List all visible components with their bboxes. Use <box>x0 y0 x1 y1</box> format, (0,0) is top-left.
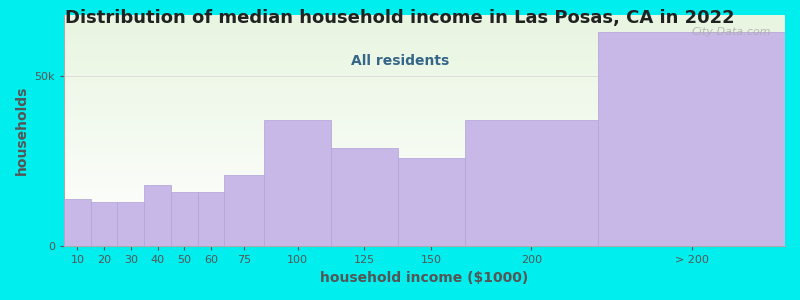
Bar <box>118 202 144 246</box>
Bar <box>398 158 465 246</box>
Bar <box>224 175 264 246</box>
Y-axis label: households: households <box>15 86 29 176</box>
Bar <box>331 148 398 246</box>
Bar <box>264 121 331 246</box>
Bar <box>598 32 785 246</box>
Text: Distribution of median household income in Las Posas, CA in 2022: Distribution of median household income … <box>65 9 735 27</box>
Text: City-Data.com: City-Data.com <box>691 27 770 37</box>
Bar <box>90 202 118 246</box>
Text: All residents: All residents <box>351 54 449 68</box>
X-axis label: household income ($1000): household income ($1000) <box>321 271 529 285</box>
Bar <box>171 192 198 246</box>
Bar <box>144 185 171 246</box>
Bar <box>64 199 90 246</box>
Bar <box>465 121 598 246</box>
Bar <box>198 192 224 246</box>
